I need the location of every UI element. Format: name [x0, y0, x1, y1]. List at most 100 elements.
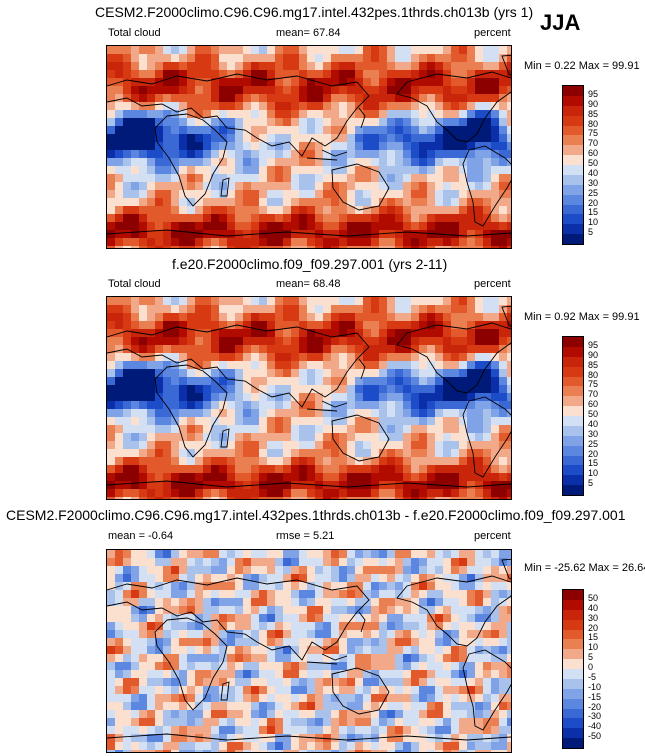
- coastline: [396, 575, 511, 647]
- colorbar-tick-label: -30: [588, 711, 602, 722]
- colorbar-tick-label: 50: [588, 592, 599, 603]
- colorbar-swatch: [563, 599, 583, 610]
- coastline: [107, 480, 511, 488]
- colorbar-tick-label: 10: [588, 217, 599, 228]
- colorbar-swatch: [563, 659, 583, 669]
- colorbar-swatch: [563, 445, 583, 456]
- coastline: [331, 163, 390, 211]
- panel2-variable-label: Total cloud: [108, 278, 161, 290]
- coastline: [220, 681, 230, 701]
- panel3-units-label: percent: [474, 530, 511, 542]
- panel3-title: CESM2.F2000climo.C96.C96.mg17.intel.432p…: [6, 507, 626, 523]
- colorbar-swatch: [563, 165, 583, 175]
- colorbar-swatch: [563, 669, 583, 679]
- colorbar-tick-label: 95: [588, 339, 599, 350]
- colorbar-tick-label: 25: [588, 187, 599, 198]
- colorbar-swatch: [563, 688, 583, 699]
- colorbar-tick-label: 50: [588, 409, 599, 419]
- colorbar-tick-label: 20: [588, 622, 599, 633]
- colorbar-tick-label: 95: [588, 88, 599, 99]
- coastline: [358, 107, 366, 129]
- coastline: [107, 577, 370, 661]
- colorbar-tick-label: -20: [588, 701, 602, 712]
- colorbar-tick-label: -50: [588, 731, 602, 742]
- colorbar-swatch: [563, 619, 583, 630]
- colorbar-tick-label: 75: [588, 128, 599, 139]
- panel1-variable-label: Total cloud: [108, 27, 161, 39]
- colorbar-swatch: [563, 135, 583, 146]
- panel3-colorbar: [562, 589, 584, 749]
- panel1-title: CESM2.F2000climo.C96.C96.mg17.intel.432p…: [95, 4, 534, 20]
- coastline: [396, 71, 511, 143]
- colorbar-swatch: [563, 174, 583, 185]
- coastline: [501, 54, 511, 76]
- colorbar-swatch: [563, 708, 583, 719]
- colorbar-swatch: [563, 356, 583, 367]
- colorbar-tick-label: 5: [588, 478, 594, 489]
- colorbar-swatch: [563, 718, 583, 729]
- colorbar-tick-label: 75: [588, 379, 599, 390]
- colorbar-tick-label: 30: [588, 428, 599, 439]
- coastline: [396, 322, 511, 394]
- colorbar-tick-label: 10: [588, 642, 599, 653]
- colorbar-swatch: [563, 105, 583, 116]
- coastline: [462, 649, 511, 731]
- coastline: [107, 324, 370, 408]
- colorbar-tick-label: 15: [588, 632, 599, 643]
- panel2-minmax: Min = 0.92 Max = 99.91: [524, 311, 640, 323]
- colorbar-swatch: [563, 396, 583, 407]
- panel2-map: [106, 296, 512, 500]
- colorbar-swatch: [563, 435, 583, 446]
- coastline: [306, 400, 348, 412]
- colorbar-tick-label: 60: [588, 148, 599, 159]
- colorbar-swatch: [563, 224, 583, 235]
- colorbar-swatch: [563, 639, 583, 650]
- colorbar-swatch: [563, 184, 583, 195]
- colorbar-swatch: [563, 406, 583, 416]
- colorbar-swatch: [563, 115, 583, 126]
- colorbar-tick-label: 15: [588, 207, 599, 218]
- colorbar-swatch: [563, 337, 583, 347]
- colorbar-tick-label: 30: [588, 177, 599, 188]
- colorbar-tick-label: 15: [588, 458, 599, 469]
- colorbar-tick-label: 70: [588, 389, 599, 400]
- colorbar-tick-label: -5: [588, 671, 597, 682]
- colorbar-tick-label: 80: [588, 369, 599, 380]
- colorbar-tick-label: 0: [588, 662, 594, 672]
- colorbar-swatch: [563, 204, 583, 215]
- coastline: [306, 653, 348, 665]
- colorbar-swatch: [563, 465, 583, 476]
- coastline: [107, 229, 511, 237]
- panel2-mean-label: mean= 68.48: [276, 278, 341, 290]
- colorbar-swatch: [563, 155, 583, 165]
- coastline: [306, 149, 348, 161]
- colorbar-swatch: [563, 86, 583, 96]
- colorbar-tick-label: 20: [588, 197, 599, 208]
- coastline: [107, 73, 370, 157]
- coastline: [358, 611, 366, 633]
- panel3-mean-label: mean = -0.64: [108, 530, 174, 542]
- coastline: [462, 396, 511, 478]
- coastline: [331, 667, 390, 715]
- panel1-units-label: percent: [474, 27, 511, 39]
- colorbar-tick-label: -10: [588, 681, 602, 692]
- coastline: [220, 177, 230, 197]
- colorbar-swatch: [563, 678, 583, 689]
- panel1-map: [106, 45, 512, 249]
- colorbar-swatch: [563, 728, 583, 739]
- colorbar-tick-label: 20: [588, 448, 599, 459]
- colorbar-tick-label: 40: [588, 602, 599, 613]
- colorbar-tick-label: 85: [588, 108, 599, 119]
- panel2-units-label: percent: [474, 278, 511, 290]
- coastline: [154, 113, 228, 207]
- colorbar-tick-label: 25: [588, 438, 599, 449]
- colorbar-swatch: [563, 590, 583, 600]
- coastline: [220, 428, 230, 448]
- colorbar-swatch: [563, 455, 583, 466]
- colorbar-swatch: [563, 194, 583, 205]
- colorbar-swatch: [563, 376, 583, 387]
- colorbar-swatch: [563, 609, 583, 620]
- colorbar-swatch: [563, 416, 583, 426]
- colorbar-tick-label: 30: [588, 612, 599, 623]
- coastline: [107, 733, 511, 741]
